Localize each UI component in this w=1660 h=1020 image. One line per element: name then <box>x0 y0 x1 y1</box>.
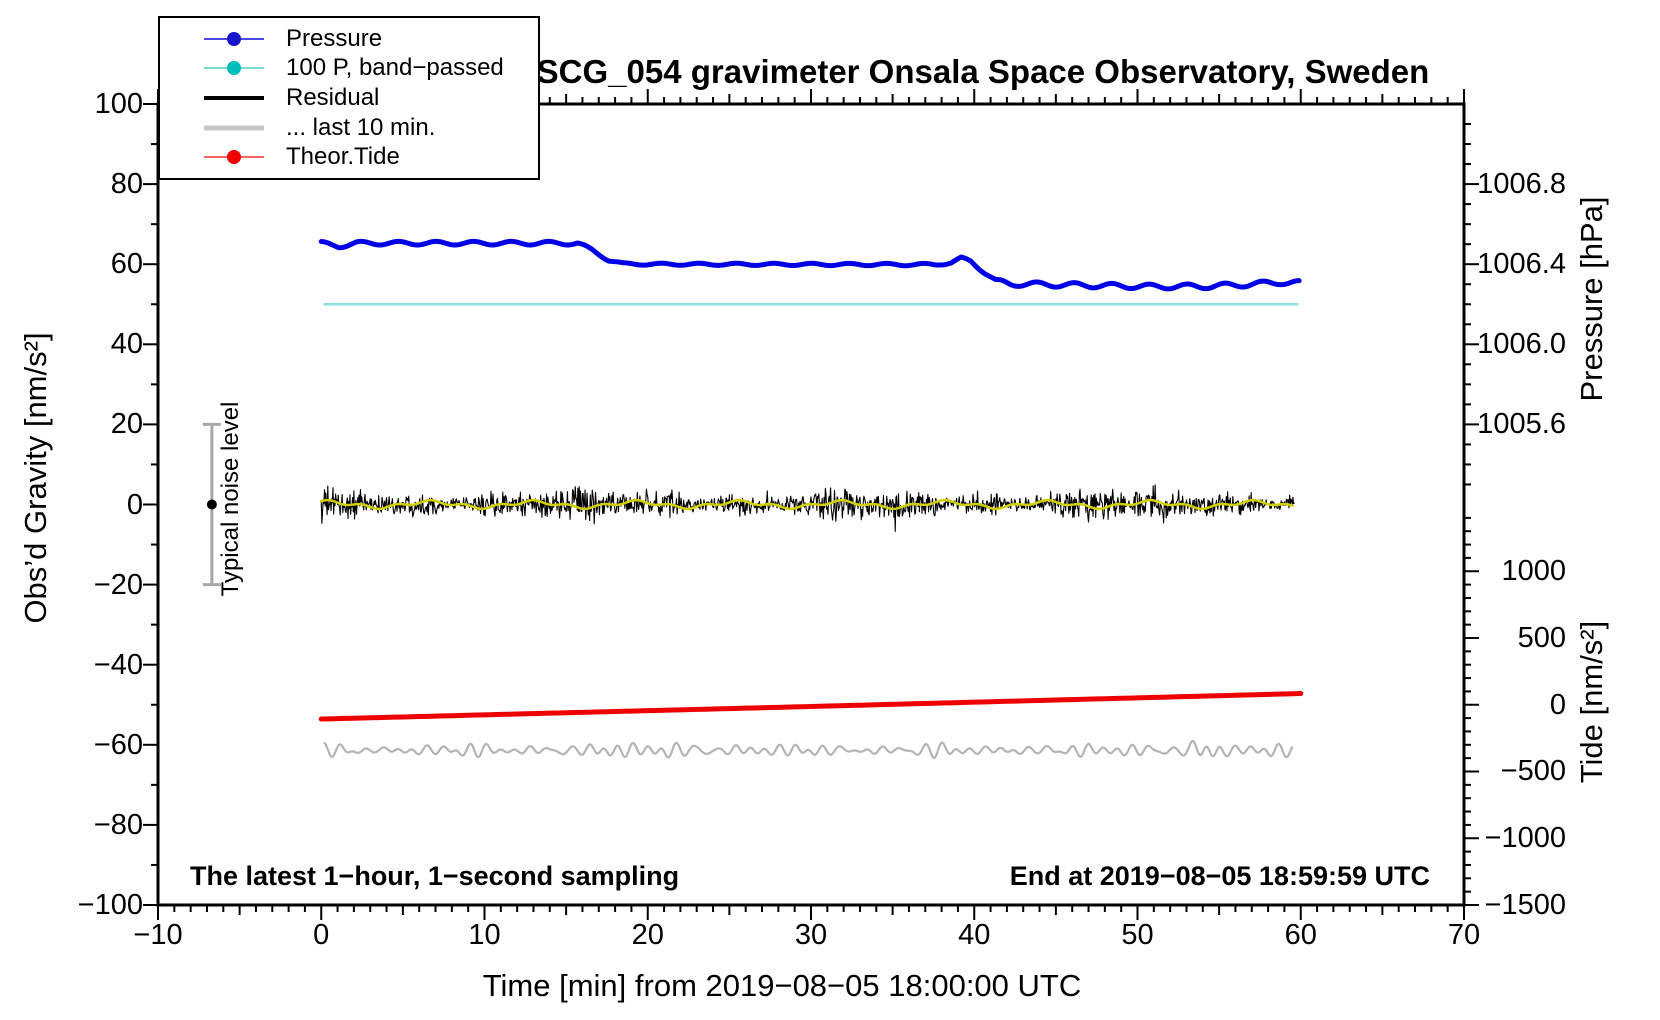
legend-item-0: Pressure <box>160 24 538 52</box>
y-axis-title-pressure: Pressure [hPa] <box>1574 196 1609 402</box>
series-residual-line <box>320 484 1295 533</box>
tide-tick-label: −1000 <box>1484 822 1566 855</box>
legend-label: 100 P, band−passed <box>286 54 504 82</box>
end-time-note: End at 2019−08−05 18:59:59 UTC <box>1009 861 1430 891</box>
legend-item-4: Theor.Tide <box>160 143 538 171</box>
tide-tick-label: 1000 <box>1501 555 1566 588</box>
legend-line-swatch <box>204 59 264 77</box>
pressure-tick-label: 1005.6 <box>1477 408 1566 441</box>
gravity-tick-label: −100 <box>77 889 143 921</box>
gravity-tick-label: 40 <box>110 328 143 361</box>
pressure-tick-label: 1006.4 <box>1477 248 1566 281</box>
legend-label: Residual <box>286 83 380 111</box>
legend-label: ... last 10 min. <box>286 113 436 141</box>
pressure-tick-label: 1006.0 <box>1477 328 1566 361</box>
series-tide-line <box>318 691 1304 722</box>
legend-marker-dot <box>227 61 241 76</box>
gravity-tick-label: −40 <box>93 648 143 681</box>
legend-line-swatch <box>204 89 264 107</box>
legend-item-3: ... last 10 min. <box>160 113 538 141</box>
x-tick-label: 20 <box>631 919 664 951</box>
x-tick-label: 10 <box>468 919 501 951</box>
x-tick-label: 70 <box>1447 919 1481 951</box>
sampling-note: The latest 1−hour, 1−second sampling <box>190 861 680 891</box>
gravity-tick-label: −20 <box>93 568 143 601</box>
plot-frame <box>156 102 1466 907</box>
x-tick-label: 50 <box>1121 919 1154 951</box>
series-pressure-line <box>318 238 1302 292</box>
legend-line-swatch <box>204 30 264 48</box>
tide-tick-label: −500 <box>1500 755 1566 788</box>
x-axis-title: Time [min] from 2019−08−05 18:00:00 UTC <box>482 968 1082 1003</box>
tide-tick-label: 0 <box>1549 688 1566 721</box>
legend-label: Theor.Tide <box>286 143 400 171</box>
legend-marker-dot <box>227 150 241 165</box>
series-residual-smoothed-line <box>320 498 1294 511</box>
x-tick-label: 30 <box>794 919 828 951</box>
series-last10min-line <box>323 739 1294 760</box>
legend-line <box>204 95 264 100</box>
legend-line-swatch <box>204 148 264 166</box>
legend-line-swatch <box>204 119 264 137</box>
x-tick-label: 60 <box>1284 919 1317 951</box>
gravity-tick-label: 100 <box>94 88 143 120</box>
gravity-tick-label: 20 <box>110 408 143 441</box>
tide-tick-label: −1500 <box>1484 888 1566 921</box>
gravity-tick-label: −60 <box>93 728 143 761</box>
legend: Pressure 100 P, band−passed Residual... la… <box>158 16 540 180</box>
tide-tick-label: 500 <box>1517 622 1566 654</box>
chart-title: SCG_054 gravimeter Onsala Space Observat… <box>536 53 1430 90</box>
x-tick-label: −10 <box>133 919 183 951</box>
legend-marker-dot <box>227 31 241 46</box>
legend-label: Pressure <box>286 24 383 52</box>
noise-level-label: Typical noise level <box>217 401 244 597</box>
legend-item-1: 100 P, band−passed <box>160 54 538 82</box>
x-tick-label: 40 <box>958 919 991 951</box>
pressure-tick-label: 1006.8 <box>1477 168 1566 201</box>
y-axis-title-tide: Tide [nm/s²] <box>1574 620 1609 784</box>
gravity-tick-label: 60 <box>110 248 143 281</box>
legend-item-2: Residual <box>160 83 538 111</box>
noise-center-dot <box>206 499 217 510</box>
legend-line <box>204 125 264 131</box>
gravity-tick-label: 0 <box>126 488 143 521</box>
x-tick-label: 0 <box>313 919 330 951</box>
gravity-tick-label: −80 <box>93 808 143 841</box>
gravity-tick-label: 80 <box>110 168 143 201</box>
